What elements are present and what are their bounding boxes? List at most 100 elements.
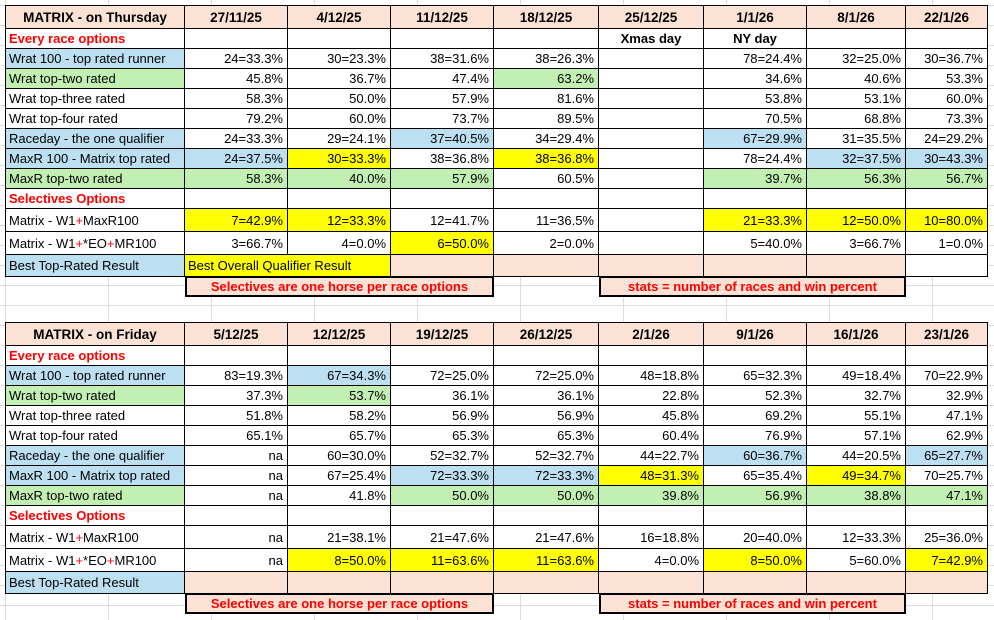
value-cell[interactable]: 12=41.7% [391, 209, 494, 232]
value-cell[interactable]: 4=0.0% [599, 549, 704, 572]
empty-cell[interactable] [185, 189, 288, 209]
value-cell[interactable]: 41.8% [288, 486, 391, 506]
row-label-cell[interactable]: MaxR 100 - Matrix top rated [5, 149, 185, 169]
row-label-cell[interactable]: Best Top-Rated Result [5, 572, 185, 594]
empty-cell[interactable] [288, 29, 391, 49]
row-label-cell[interactable]: Wrat top-two rated [5, 69, 185, 89]
value-cell[interactable]: 37.3% [185, 386, 288, 406]
value-cell[interactable]: 45.8% [599, 406, 704, 426]
value-cell[interactable]: 30=36.7% [906, 49, 988, 69]
best-row-empty-cell[interactable] [704, 255, 807, 277]
value-cell[interactable]: 47.1% [906, 406, 988, 426]
value-cell[interactable]: 60.0% [906, 89, 988, 109]
value-cell[interactable]: 78=24.4% [704, 149, 807, 169]
best-row-empty-cell[interactable] [391, 255, 494, 277]
value-cell[interactable]: 53.3% [906, 69, 988, 89]
value-cell[interactable]: 56.9% [391, 406, 494, 426]
value-cell[interactable]: 30=33.3% [288, 149, 391, 169]
value-cell[interactable]: 11=63.6% [494, 549, 599, 572]
value-cell[interactable]: 24=33.3% [185, 129, 288, 149]
value-cell[interactable]: 24=37.5% [185, 149, 288, 169]
value-cell[interactable]: 60.5% [494, 169, 599, 189]
value-cell[interactable]: 68.8% [807, 109, 906, 129]
date-header-cell[interactable]: 23/1/26 [906, 322, 988, 346]
value-cell[interactable]: 47.1% [906, 486, 988, 506]
value-cell[interactable]: 3=66.7% [185, 232, 288, 255]
row-label-cell[interactable]: Matrix - W1 + MaxR100 [5, 209, 185, 232]
value-cell[interactable]: 50.0% [391, 486, 494, 506]
value-cell[interactable]: na [185, 466, 288, 486]
value-cell[interactable]: 21=47.6% [391, 526, 494, 549]
empty-cell[interactable] [906, 506, 988, 526]
empty-cell[interactable] [906, 277, 988, 297]
value-cell[interactable]: 57.1% [807, 426, 906, 446]
value-cell[interactable]: 57.9% [391, 89, 494, 109]
value-cell[interactable]: 50.0% [494, 486, 599, 506]
value-cell[interactable]: 53.8% [704, 89, 807, 109]
value-cell[interactable]: 60.4% [599, 426, 704, 446]
row-label-cell[interactable]: MaxR 100 - Matrix top rated [5, 466, 185, 486]
date-header-cell[interactable]: 19/12/25 [391, 322, 494, 346]
empty-cell[interactable] [599, 169, 704, 189]
best-row-empty-cell[interactable] [807, 572, 906, 594]
row-label-cell[interactable]: Wrat top-four rated [5, 426, 185, 446]
best-row-empty-cell[interactable] [807, 255, 906, 277]
value-cell[interactable]: 50.0% [288, 89, 391, 109]
date-header-cell[interactable]: 2/1/26 [599, 322, 704, 346]
row-label-cell[interactable]: Wrat 100 - top rated runner [5, 366, 185, 386]
value-cell[interactable]: 48=18.8% [599, 366, 704, 386]
value-cell[interactable]: 52.3% [704, 386, 807, 406]
empty-cell[interactable] [391, 29, 494, 49]
value-cell[interactable]: 7=42.9% [185, 209, 288, 232]
value-cell[interactable]: 24=29.2% [906, 129, 988, 149]
value-cell[interactable]: 5=40.0% [704, 232, 807, 255]
value-cell[interactable]: 44=20.5% [807, 446, 906, 466]
value-cell[interactable]: 32.9% [906, 386, 988, 406]
value-cell[interactable]: 2=0.0% [494, 232, 599, 255]
value-cell[interactable]: 65=27.7% [906, 446, 988, 466]
value-cell[interactable]: na [185, 486, 288, 506]
value-cell[interactable]: 81.6% [494, 89, 599, 109]
value-cell[interactable]: 72=33.3% [391, 466, 494, 486]
value-cell[interactable]: 72=25.0% [391, 366, 494, 386]
empty-cell[interactable] [599, 49, 704, 69]
value-cell[interactable]: na [185, 526, 288, 549]
empty-cell[interactable] [494, 277, 599, 297]
value-cell[interactable]: 32=37.5% [807, 149, 906, 169]
date-header-cell[interactable]: 8/1/26 [807, 5, 906, 29]
value-cell[interactable]: 38=31.6% [391, 49, 494, 69]
value-cell[interactable]: 55.1% [807, 406, 906, 426]
best-overall-banner-cell[interactable]: Best Overall Qualifier Result [185, 255, 391, 277]
value-cell[interactable]: 89.5% [494, 109, 599, 129]
value-cell[interactable]: 69.2% [704, 406, 807, 426]
empty-cell[interactable] [288, 189, 391, 209]
value-cell[interactable]: 57.9% [391, 169, 494, 189]
date-header-cell[interactable]: 16/1/26 [807, 322, 906, 346]
value-cell[interactable]: 7=42.9% [906, 549, 988, 572]
empty-cell[interactable] [599, 232, 704, 255]
empty-cell[interactable] [185, 346, 288, 366]
best-row-empty-cell[interactable] [599, 255, 704, 277]
date-header-cell[interactable]: 22/1/26 [906, 5, 988, 29]
best-row-empty-cell[interactable] [185, 572, 288, 594]
row-label-cell[interactable]: Best Top-Rated Result [5, 255, 185, 277]
empty-cell[interactable] [494, 346, 599, 366]
date-header-cell[interactable]: 1/1/26 [704, 5, 807, 29]
value-cell[interactable]: 20=40.0% [704, 526, 807, 549]
value-cell[interactable]: 72=33.3% [494, 466, 599, 486]
value-cell[interactable]: 37=40.5% [391, 129, 494, 149]
row-label-cell[interactable]: Matrix - W1 + *EO + MR100 [5, 232, 185, 255]
date-header-cell[interactable]: 4/12/25 [288, 5, 391, 29]
table-title[interactable]: MATRIX - on Friday [5, 322, 185, 346]
date-header-cell[interactable]: 9/1/26 [704, 322, 807, 346]
empty-cell[interactable] [599, 346, 704, 366]
section-label-cell[interactable]: Every race options [5, 346, 185, 366]
value-cell[interactable]: 60=30.0% [288, 446, 391, 466]
value-cell[interactable]: 67=29.9% [704, 129, 807, 149]
empty-cell[interactable] [599, 209, 704, 232]
value-cell[interactable]: 79.2% [185, 109, 288, 129]
footer-note-right[interactable]: stats = number of races and win percent [599, 276, 906, 297]
value-cell[interactable]: 38=36.8% [391, 149, 494, 169]
date-note-cell[interactable]: Xmas day [599, 29, 704, 49]
value-cell[interactable]: 34.6% [704, 69, 807, 89]
